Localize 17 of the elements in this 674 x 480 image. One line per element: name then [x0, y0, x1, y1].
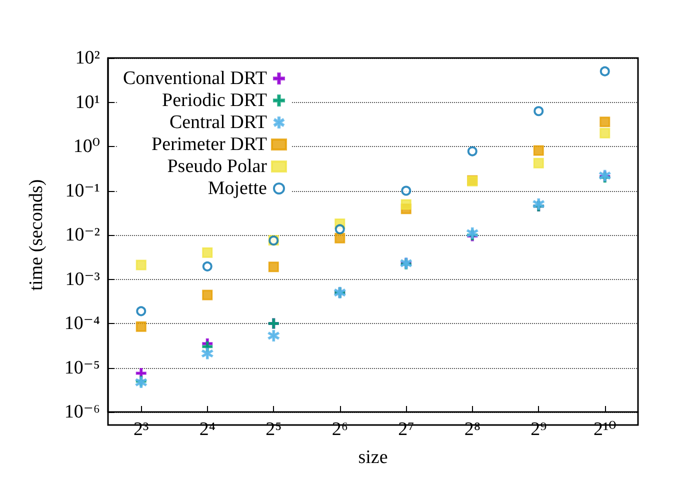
legend-label: Conventional DRT [123, 68, 268, 89]
y-tick-label: 10² [75, 48, 100, 68]
y-tick-label: 10⁻² [65, 224, 100, 246]
legend-label: Perimeter DRT [152, 134, 268, 155]
x-axis-title: size [358, 447, 388, 468]
legend-label: Pseudo Polar [167, 156, 268, 177]
y-tick-label: 10⁻¹ [65, 180, 100, 202]
legend-label: Central DRT [169, 112, 268, 133]
y-tick-label: 10¹ [75, 92, 100, 113]
y-tick-label: 10⁰ [73, 136, 100, 157]
legend-label: Mojette [208, 178, 267, 199]
y-tick-label: 10⁻³ [65, 268, 100, 290]
y-axis-title: time (seconds) [26, 179, 47, 291]
legend-label: Periodic DRT [162, 90, 268, 111]
y-tick-label: 10⁻⁵ [64, 357, 100, 378]
y-tick-label: 10⁻⁶ [64, 402, 100, 422]
y-tick-label: 10⁻⁴ [64, 313, 100, 334]
